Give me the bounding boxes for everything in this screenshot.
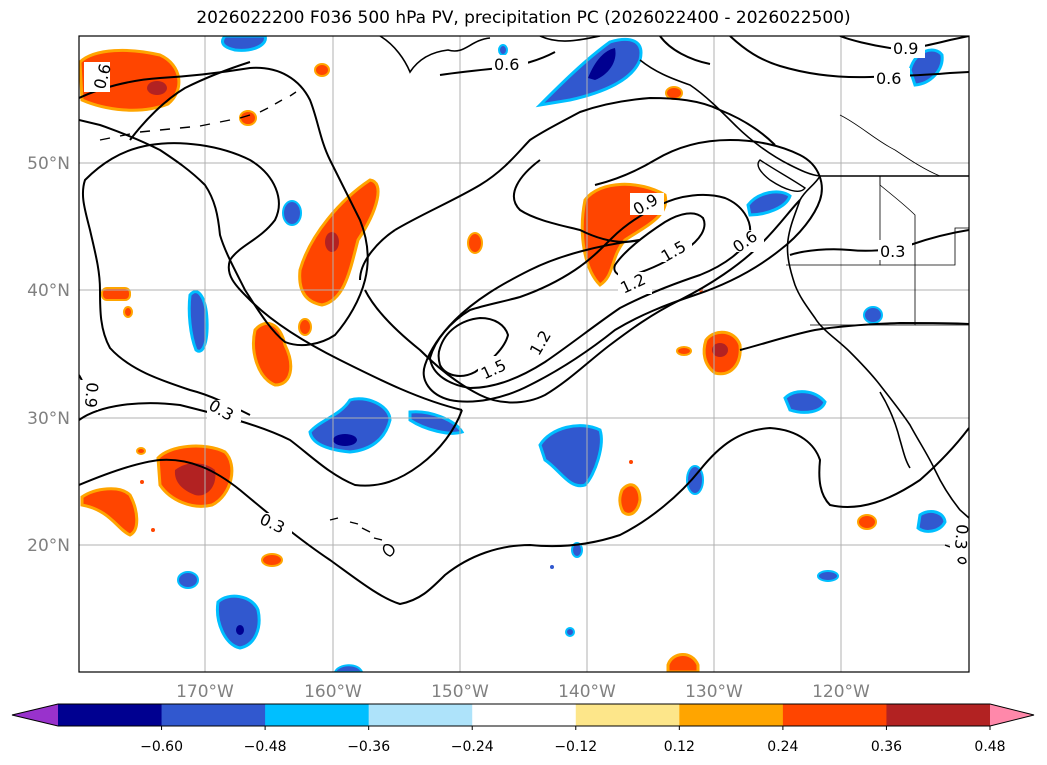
precip-blob: [261, 553, 283, 567]
colorbar-segment: [472, 704, 577, 726]
precip-blob: [863, 306, 883, 324]
colorbar-segment: [58, 704, 163, 726]
precip-blob: [618, 483, 642, 516]
contour-label: 0.3: [951, 523, 972, 550]
contour-label: 0.6: [494, 55, 519, 74]
precip-blob: [177, 571, 199, 589]
colorbar-tick-label: −0.48: [244, 739, 287, 755]
precip-blob: [916, 510, 947, 533]
colorbar-tick-label: −0.60: [140, 739, 183, 755]
precip-blob: [550, 565, 554, 569]
precip-blob: [538, 424, 603, 488]
precip-core: [712, 343, 728, 357]
latitude-labels: 50°N 40°N 30°N 20°N: [27, 154, 70, 556]
precip-blob: [666, 653, 700, 672]
contour-label: 0.3: [880, 242, 905, 261]
lon-label: 130°W: [685, 682, 743, 702]
precip-blob: [101, 287, 131, 301]
graticule: [79, 36, 969, 672]
colorbar-extend-high: [990, 704, 1034, 726]
colorbar-segment: [575, 704, 680, 726]
precip-core: [147, 81, 167, 95]
contour-label: 0.9: [81, 382, 102, 409]
precip-blob: [565, 627, 575, 637]
colorbar-tick-label: 0.48: [974, 739, 1005, 755]
map-title: 2026022200 F036 500 hPa PV, precipitatio…: [196, 8, 851, 28]
precip-blob: [80, 487, 139, 537]
lat-label: 20°N: [27, 536, 70, 556]
precip-blob: [136, 447, 146, 455]
colorbar-segment: [368, 704, 473, 726]
precip-blob: [151, 528, 155, 532]
precip-blob: [629, 460, 633, 464]
contour-label: 0.6: [876, 69, 901, 88]
precip-core: [588, 48, 616, 80]
precip-blob: [676, 346, 692, 356]
lon-label: 160°W: [304, 682, 362, 702]
colorbar-outline: [11, 703, 1035, 727]
colorbar-tick-label: −0.12: [554, 739, 597, 755]
precip-blob: [857, 514, 877, 530]
lon-label: 170°W: [176, 682, 234, 702]
lon-label: 150°W: [431, 682, 489, 702]
colorbar-tick-label: 0.12: [664, 739, 695, 755]
precip-blob: [571, 542, 583, 558]
precip-blob: [408, 410, 465, 435]
precip-blob: [215, 594, 261, 650]
contour-label: 0.9: [893, 39, 918, 58]
precip-blob: [298, 318, 312, 336]
lat-label: 30°N: [27, 409, 70, 429]
contour-labels: 0.9 0.6 0.6 0.6 0.9 0.9 1.5 1.2 0.6 0.3 …: [79, 38, 972, 554]
precip-blob: [187, 290, 209, 353]
precip-blob: [314, 63, 330, 77]
precip-blob: [221, 36, 267, 52]
colorbar-segment: [161, 704, 266, 726]
colorbar-segment: [886, 704, 991, 726]
precip-blob: [686, 465, 704, 495]
map-frame: [78, 35, 970, 673]
lat-label: 50°N: [27, 154, 70, 174]
precip-blob: [123, 306, 133, 318]
colorbar-segment: [679, 704, 784, 726]
political-borders: [786, 114, 969, 326]
colorbar-segment: [265, 704, 370, 726]
precip-core: [236, 625, 244, 635]
precip-blob: [783, 390, 827, 414]
precip-blob: [282, 200, 302, 226]
precip-blob: [467, 232, 483, 254]
lon-label: 140°W: [558, 682, 616, 702]
colorbar-tick-label: 0.36: [871, 739, 902, 755]
lat-label: 40°N: [27, 281, 70, 301]
longitude-labels: 170°W 160°W 150°W 140°W 130°W 120°W: [176, 682, 870, 702]
colorbar-tick-label: 0.24: [767, 739, 798, 755]
colorbar-tick-label: −0.36: [347, 739, 390, 755]
map-content: 0.9 0.6 0.6 0.6 0.9 0.9 1.5 1.2 0.6 0.3 …: [79, 36, 972, 672]
precip-blob: [140, 480, 144, 484]
lon-label: 120°W: [812, 682, 870, 702]
precip-blob: [817, 570, 839, 582]
precip-core: [325, 232, 339, 252]
precip-blob: [498, 44, 508, 56]
colorbar-tick-label: −0.24: [451, 739, 494, 755]
precip-blob: [665, 86, 683, 100]
colorbar-extend-low: [12, 704, 58, 726]
colorbar-segment: [782, 704, 887, 726]
precip-blob: [746, 190, 792, 217]
precip-core: [333, 434, 357, 446]
colorbar: −0.60 −0.48 −0.36 −0.24 −0.12 0.12 0.24 0.36 0.4…: [11, 703, 1035, 755]
